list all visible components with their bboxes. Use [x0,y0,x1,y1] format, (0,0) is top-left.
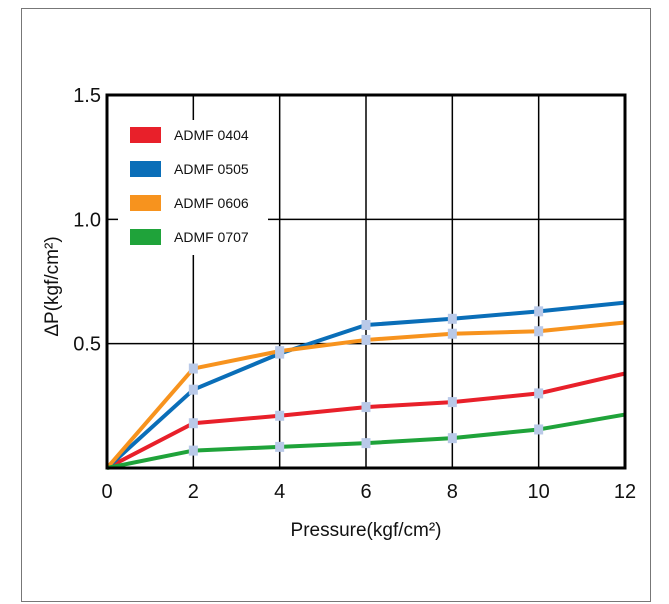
data-point-marker [534,326,544,337]
legend-label: ADMF 0505 [174,161,249,177]
legend-swatch [130,229,161,245]
data-point-marker [188,445,198,456]
series-markers [188,306,544,456]
data-point-marker [447,328,457,339]
data-point-marker [188,384,198,395]
x-tick-label: 4 [274,481,285,503]
data-point-marker [361,320,371,331]
x-tick-labels: 0 2 4 6 8 10 12 [101,481,636,503]
data-point-marker [447,397,457,408]
data-point-marker [188,418,198,429]
data-point-marker [275,410,285,421]
legend-swatch [130,161,161,177]
x-tick-label: 0 [101,481,112,503]
y-axis-label: ΔP(kgf/cm²) [42,236,63,336]
y-tick-labels: 0.5 1.0 1.5 [73,85,101,356]
data-point-marker [361,334,371,345]
data-point-marker [534,424,544,435]
legend-swatch [130,127,161,143]
y-tick-label: 0.5 [73,334,101,356]
data-point-marker [534,388,544,399]
data-point-marker [361,402,371,413]
chart-frame [21,8,651,602]
y-tick-label: 1.5 [73,85,101,107]
data-point-marker [534,306,544,317]
x-tick-label: 8 [447,481,458,503]
x-tick-label: 6 [360,481,371,503]
data-point-marker [447,433,457,444]
data-point-marker [275,441,285,452]
legend-label: ADMF 0404 [174,127,249,143]
legend-swatch [130,195,161,211]
legend-label: ADMF 0707 [174,229,249,245]
data-point-marker [447,313,457,324]
x-tick-label: 10 [528,481,550,503]
plot-border [105,93,627,470]
x-tick-label: 2 [188,481,199,503]
x-tick-label: 12 [614,481,636,503]
y-tick-label: 1.0 [73,209,101,231]
data-point-marker [188,363,198,374]
data-point-marker [275,346,285,357]
data-point-marker [361,438,371,449]
legend: ADMF 0404 ADMF 0505 ADMF 0606 ADMF 0707 [118,120,268,255]
x-axis-label: Pressure(kgf/cm²) [291,520,442,541]
legend-label: ADMF 0606 [174,195,249,211]
